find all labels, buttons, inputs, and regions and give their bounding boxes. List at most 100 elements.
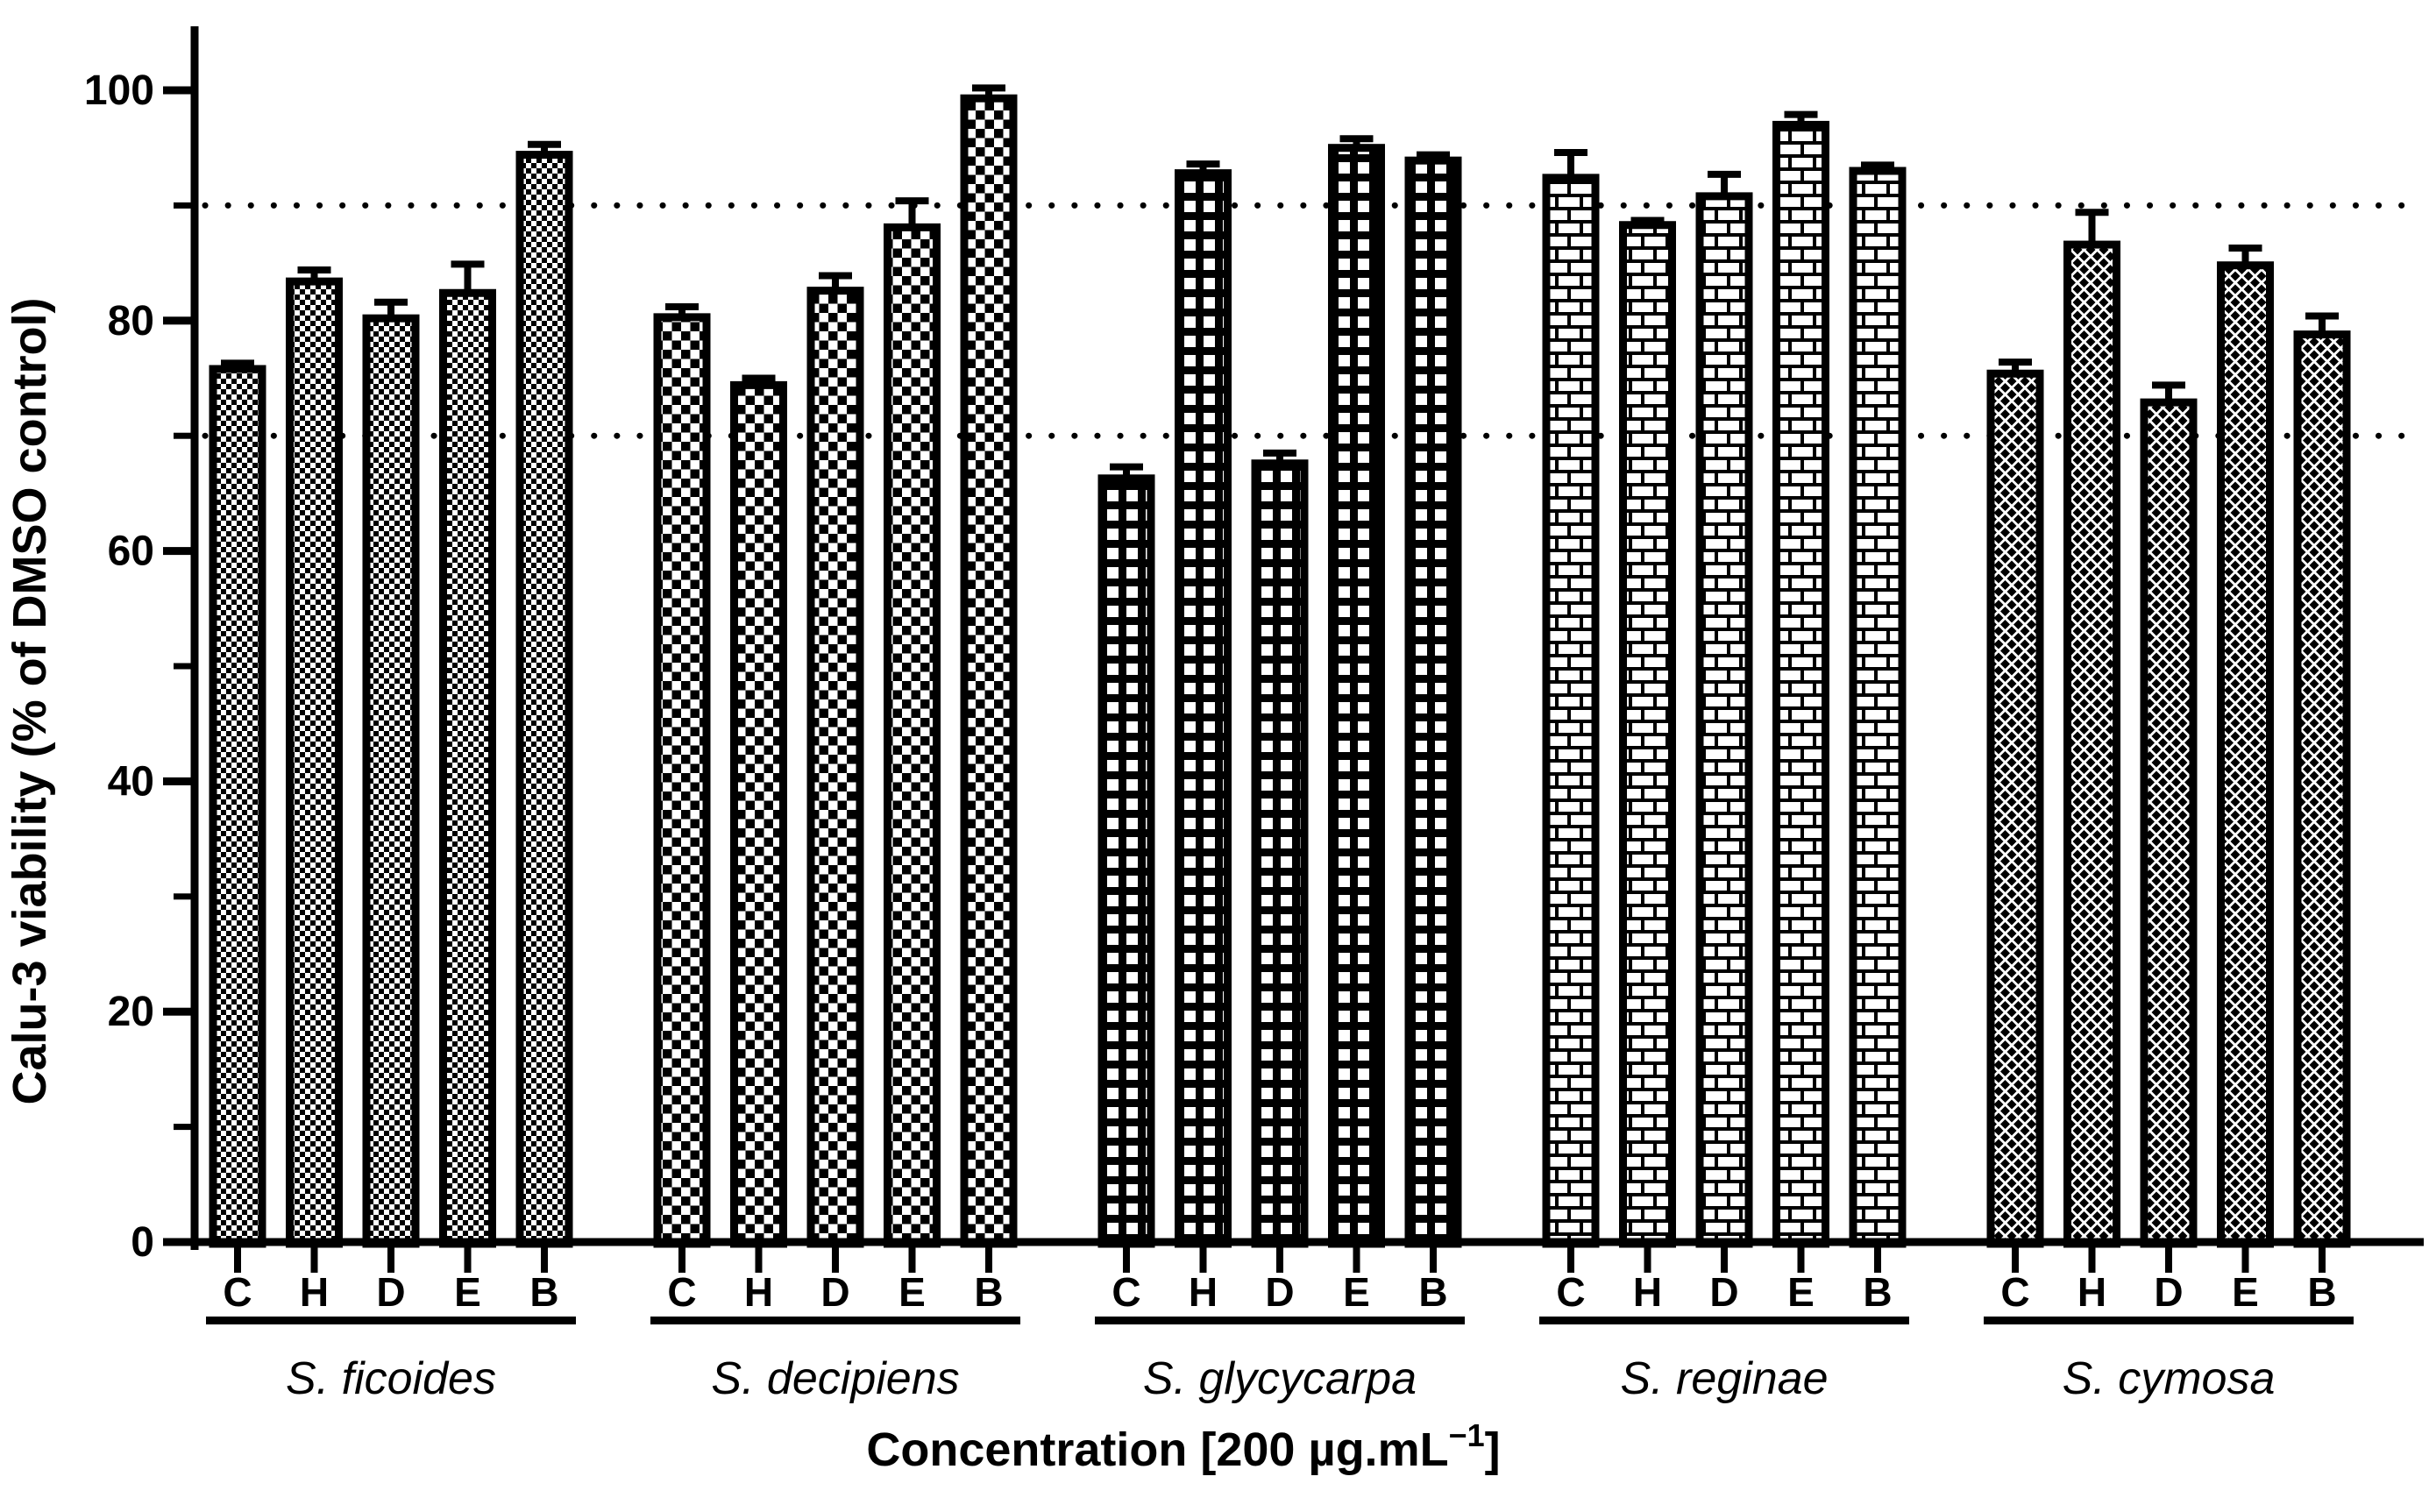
category-label: D <box>2154 1269 2183 1315</box>
y-tick-label: 80 <box>108 298 154 344</box>
y-tick-label: 0 <box>131 1219 154 1266</box>
bar-E <box>439 288 496 1248</box>
bar-B <box>515 151 573 1248</box>
group-underline <box>1984 1317 2354 1324</box>
category-label: C <box>2000 1269 2029 1315</box>
category-label: C <box>667 1269 696 1315</box>
x-axis-line <box>190 1238 2424 1246</box>
category-label: E <box>1787 1269 1815 1315</box>
category-label: H <box>744 1269 773 1315</box>
x-tick <box>2319 1246 2326 1273</box>
x-axis-title: Concentration [200 µg.mL−1] <box>866 1417 1500 1476</box>
y-tick-label: 100 <box>84 67 154 114</box>
x-tick <box>1644 1246 1651 1273</box>
y-major-tick <box>163 1007 195 1016</box>
x-tick <box>1199 1246 1207 1273</box>
group-label: S. decipiens <box>711 1353 959 1404</box>
group-label: S. cymosa <box>2063 1353 2276 1404</box>
category-label: D <box>820 1269 849 1315</box>
bar-H <box>1619 221 1676 1248</box>
bar-B <box>2293 330 2351 1248</box>
bar-D <box>1251 459 1309 1248</box>
x-tick <box>464 1246 472 1273</box>
y-axis-spine <box>190 26 199 1250</box>
y-major-tick <box>163 316 195 325</box>
category-label: B <box>1418 1269 1447 1315</box>
y-minor-tick <box>174 893 195 900</box>
category-label: D <box>1265 1269 1294 1315</box>
bar-E <box>884 223 941 1248</box>
category-label: E <box>2232 1269 2259 1315</box>
category-label: B <box>1863 1269 1892 1315</box>
bar-H <box>1175 169 1232 1248</box>
y-major-tick <box>163 1238 195 1246</box>
bar-C <box>1986 369 2044 1248</box>
y-minor-tick <box>174 1124 195 1131</box>
bar-H <box>730 380 787 1248</box>
bar-C <box>653 313 711 1248</box>
bar-D <box>362 314 420 1248</box>
x-tick <box>1874 1246 1881 1273</box>
y-tick-label: 40 <box>108 758 154 805</box>
category-label: B <box>2307 1269 2336 1315</box>
bar-H <box>286 277 343 1248</box>
x-tick <box>2165 1246 2172 1273</box>
category-label: B <box>529 1269 558 1315</box>
bar-C <box>1097 474 1155 1248</box>
group-underline <box>206 1317 576 1324</box>
x-tick <box>1567 1246 1574 1273</box>
bar-B <box>1404 156 1462 1248</box>
bar-D <box>806 287 864 1248</box>
group-underline <box>1539 1317 1909 1324</box>
category-label: C <box>1556 1269 1585 1315</box>
x-tick <box>1353 1246 1360 1273</box>
category-label: E <box>454 1269 481 1315</box>
x-tick <box>832 1246 839 1273</box>
bar-group-s--reginae: C H D E B S. reginae <box>1539 110 1909 1404</box>
bar-E <box>1772 120 1829 1248</box>
y-axis-title: Calu-3 viability (% of DMSO control) <box>4 297 56 1104</box>
x-tick <box>1430 1246 1437 1273</box>
x-tick <box>985 1246 992 1273</box>
category-label: H <box>300 1269 329 1315</box>
bar-group-s--cymosa: C H D E B S. cymosa <box>1984 209 2354 1404</box>
x-tick <box>541 1246 548 1273</box>
axes-layer: 0 20 40 60 80 100 <box>84 26 2424 1266</box>
x-tick <box>2241 1246 2249 1273</box>
bar-group-s--glycycarpa: C H D E BS. glycycarpa <box>1095 135 1465 1404</box>
bar-group-s--decipiens: C H D E B S. decipiens <box>650 84 1020 1404</box>
x-tick <box>1123 1246 1130 1273</box>
x-tick <box>2088 1246 2096 1273</box>
x-tick <box>234 1246 241 1273</box>
category-label: B <box>974 1269 1003 1315</box>
group-label: S. glycycarpa <box>1143 1353 1417 1404</box>
y-tick-label: 60 <box>108 529 154 575</box>
group-underline <box>1095 1317 1465 1324</box>
category-label: E <box>1343 1269 1370 1315</box>
y-minor-tick <box>174 432 195 439</box>
x-tick <box>1276 1246 1283 1273</box>
y-minor-tick <box>174 202 195 209</box>
bar-B <box>960 94 1018 1248</box>
bar-E <box>1328 144 1385 1248</box>
y-major-tick <box>163 86 195 95</box>
bar-B <box>1849 167 1907 1248</box>
x-tick <box>387 1246 394 1273</box>
y-major-tick <box>163 547 195 556</box>
bar-C <box>1542 174 1600 1248</box>
x-tick <box>1721 1246 1728 1273</box>
bar-D <box>1695 192 1753 1248</box>
x-tick <box>908 1246 916 1273</box>
x-tick <box>310 1246 318 1273</box>
x-tick <box>2012 1246 2019 1273</box>
group-label: S. reginae <box>1620 1353 1828 1404</box>
category-label: H <box>1633 1269 1662 1315</box>
category-label: H <box>2077 1269 2106 1315</box>
group-label: S. ficoides <box>286 1353 496 1404</box>
category-label: E <box>898 1269 926 1315</box>
bar-E <box>2217 261 2274 1248</box>
y-major-tick <box>163 777 195 785</box>
